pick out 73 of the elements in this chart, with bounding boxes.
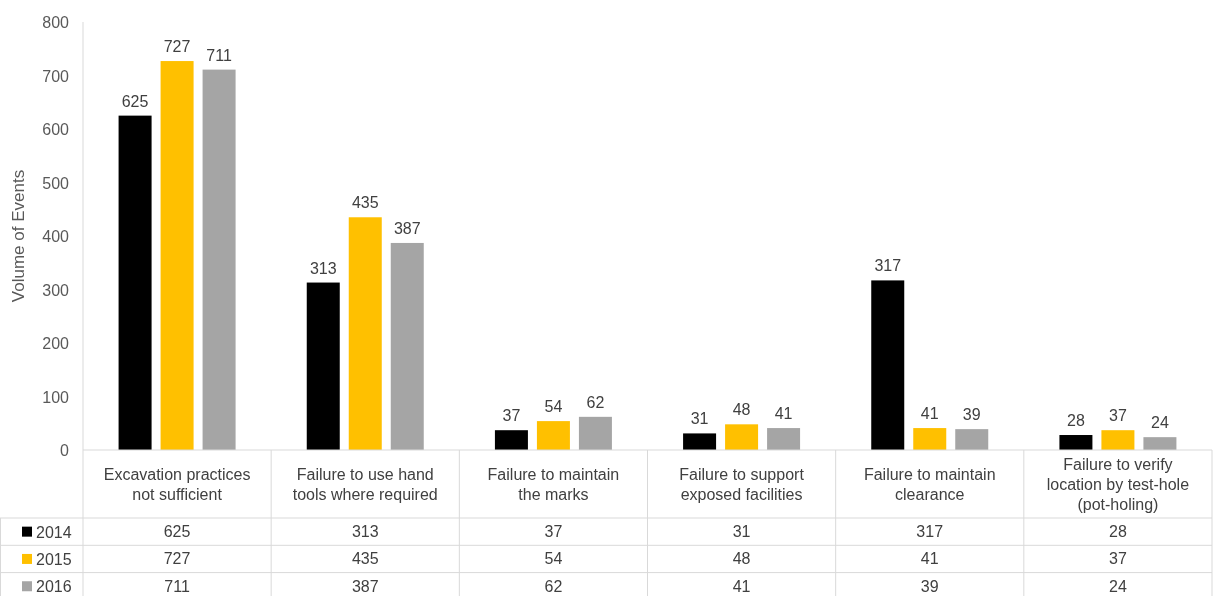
bar <box>390 242 424 450</box>
annotation: 317 <box>874 257 902 275</box>
data-label: 41 <box>919 549 940 570</box>
x-tick-label: Failure to maintain clearance <box>863 466 996 503</box>
y-tick-label: 600 <box>42 121 70 138</box>
data-label: 24 <box>1108 576 1128 596</box>
bar <box>725 424 759 450</box>
data-label: 387 <box>350 576 380 596</box>
y-tick-label: 500 <box>42 174 70 192</box>
bar <box>1059 435 1093 450</box>
annotation: 711 <box>206 46 232 64</box>
annotation: 24 <box>1151 414 1169 432</box>
bar <box>306 282 340 450</box>
data-label: 313 <box>350 522 380 542</box>
annotation: 313 <box>309 259 337 277</box>
annotation: 435 <box>351 194 379 212</box>
y-tick-label: 200 <box>42 335 70 352</box>
x-tick-label: Failure to support exposed facilities <box>679 466 805 503</box>
bar <box>348 217 382 450</box>
bar <box>1143 437 1177 450</box>
legend-label: 2015 <box>36 550 72 568</box>
annotation: 387 <box>393 219 421 237</box>
annotation: 37 <box>502 407 521 425</box>
annotation: 41 <box>920 405 939 423</box>
annotation: 37 <box>1109 407 1127 425</box>
y-tick-label: 800 <box>42 14 70 31</box>
bar <box>118 115 152 450</box>
x-tick-label: Failure to maintain the marks <box>487 466 620 503</box>
data-label: 727 <box>162 549 192 570</box>
data-label: 625 <box>162 522 192 542</box>
data-label: 711 <box>163 576 191 596</box>
bar <box>683 433 717 450</box>
bar <box>767 428 801 450</box>
bar <box>160 61 194 450</box>
y-tick-label: 700 <box>42 67 70 85</box>
y-axis-title: Volume of Events <box>9 169 28 303</box>
data-label: 48 <box>731 549 752 570</box>
y-tick-label: 400 <box>42 228 70 245</box>
annotation: 39 <box>962 406 981 424</box>
annotation: 62 <box>586 393 605 411</box>
y-tick-label: 0 <box>60 442 70 459</box>
annotation: 41 <box>774 405 793 423</box>
data-label: 39 <box>919 576 940 596</box>
data-label: 37 <box>543 522 564 542</box>
annotation: 625 <box>121 92 149 110</box>
bar <box>202 69 236 450</box>
annotation: 31 <box>690 410 709 428</box>
annotation: 28 <box>1067 412 1085 430</box>
data-label: 41 <box>731 576 752 596</box>
x-tick-label: Failure to use hand tools where required <box>292 466 438 503</box>
data-label: 54 <box>543 549 564 570</box>
annotation: 48 <box>732 401 751 419</box>
bar <box>494 430 528 450</box>
bar <box>955 429 989 450</box>
data-label: 317 <box>915 522 945 542</box>
bar <box>871 280 905 450</box>
data-label: 31 <box>731 522 752 542</box>
data-label: 62 <box>543 576 564 596</box>
legend-label: 2016 <box>36 578 72 596</box>
data-label: 435 <box>350 549 380 570</box>
bar <box>913 428 947 450</box>
y-tick-label: 100 <box>42 388 70 406</box>
y-tick-label: 300 <box>42 281 70 299</box>
data-label: 28 <box>1108 522 1128 542</box>
bar <box>1101 430 1135 450</box>
annotation: 727 <box>163 38 191 56</box>
x-tick-label: Excavation practices not sufficient <box>103 466 251 503</box>
bar <box>536 421 570 450</box>
legend-label: 2014 <box>36 523 72 541</box>
x-tick-label: Failure to verify location by test-hole (pot-holing) <box>1046 456 1190 513</box>
annotation: 54 <box>544 398 563 416</box>
data-label: 37 <box>1108 549 1128 570</box>
bar <box>578 416 612 450</box>
